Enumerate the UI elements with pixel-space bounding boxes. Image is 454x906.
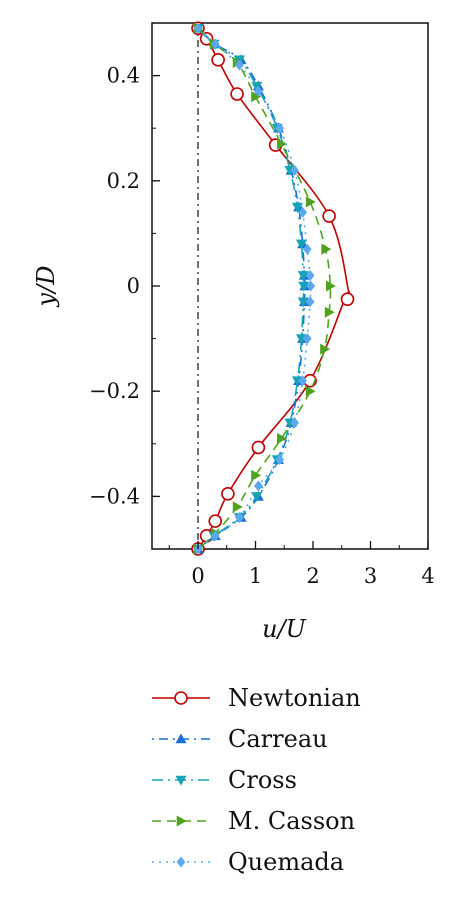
legend-label: M. Casson (228, 807, 355, 835)
data-point (208, 514, 223, 528)
data-point (305, 296, 315, 308)
data-point (253, 85, 263, 97)
data-point (320, 343, 331, 355)
data-point (211, 53, 225, 67)
legend-label: Quemada (228, 848, 344, 876)
data-point (290, 164, 299, 176)
data-point (305, 269, 315, 281)
data-point (235, 59, 244, 71)
data-point (325, 280, 336, 292)
data-point (251, 440, 266, 455)
series-line (197, 27, 312, 550)
legend-marker (174, 691, 188, 705)
data-point (210, 38, 220, 50)
x-axis-ticks: 0 1 2 3 4 (168, 541, 435, 588)
legend-marker (176, 815, 187, 827)
data-point (210, 530, 220, 542)
x-tick-label: 0 (191, 564, 204, 588)
data-point (251, 91, 262, 103)
series-line (197, 27, 332, 550)
series-line (197, 27, 305, 550)
y-axis-ticks: 0.4 0.2 0 −0.2 −0.4 (89, 22, 160, 550)
data-point (251, 469, 262, 481)
legend-item: Cross (152, 766, 297, 794)
data-point (193, 22, 203, 34)
y-tick-label: 0 (127, 274, 140, 298)
data-point (291, 202, 303, 213)
data-point (295, 239, 308, 250)
x-tick-label: 2 (306, 564, 319, 588)
data-point (230, 87, 244, 101)
data-point (298, 375, 308, 387)
y-tick-label: 0.2 (107, 169, 140, 193)
data-point (298, 281, 310, 292)
data-point (253, 480, 263, 492)
x-tick-label: 1 (249, 564, 262, 588)
data-point (290, 417, 299, 429)
x-tick-label: 3 (364, 564, 377, 588)
data-point (232, 501, 243, 513)
data-point (322, 209, 336, 223)
y-tick-label: 0.4 (107, 64, 140, 88)
legend-marker (175, 733, 187, 744)
data-point (275, 122, 285, 134)
data-point (297, 297, 309, 308)
data-point (306, 280, 316, 292)
data-point (251, 492, 263, 503)
legend: Newtonian Carreau Cross M. Casson Quemada (152, 684, 361, 876)
legend-item: M. Casson (152, 807, 355, 835)
data-point (298, 206, 308, 218)
data-point (235, 511, 244, 523)
data-point (305, 196, 316, 208)
legend-label: Cross (228, 766, 297, 794)
x-axis-label: u/U (262, 615, 307, 643)
data-point (277, 138, 287, 150)
legend-label: Carreau (228, 725, 328, 753)
legend-marker (175, 775, 187, 786)
data-point (340, 292, 355, 306)
y-axis-label: y/D (32, 266, 60, 308)
series-m-casson (193, 22, 336, 555)
legend-item: Carreau (152, 725, 328, 753)
legend-item: Quemada (152, 848, 344, 876)
data-point (324, 306, 335, 318)
plot-area (151, 21, 429, 556)
data-point (221, 486, 235, 501)
data-point (302, 243, 312, 255)
data-point (199, 31, 214, 46)
legend-marker (176, 856, 186, 868)
plot-frame (151, 22, 429, 550)
x-tick-label: 4 (421, 564, 434, 588)
data-point (321, 243, 332, 255)
y-tick-label: −0.2 (89, 379, 140, 403)
data-point (302, 333, 312, 345)
data-point (251, 81, 263, 92)
data-point (277, 433, 287, 445)
data-point (275, 454, 285, 466)
data-point (297, 271, 309, 282)
series-cross (192, 23, 310, 555)
legend-item: Newtonian (152, 684, 361, 712)
series-layer (191, 21, 355, 556)
y-tick-label: −0.4 (89, 484, 140, 508)
data-point (305, 385, 316, 397)
legend-label: Newtonian (228, 684, 361, 712)
